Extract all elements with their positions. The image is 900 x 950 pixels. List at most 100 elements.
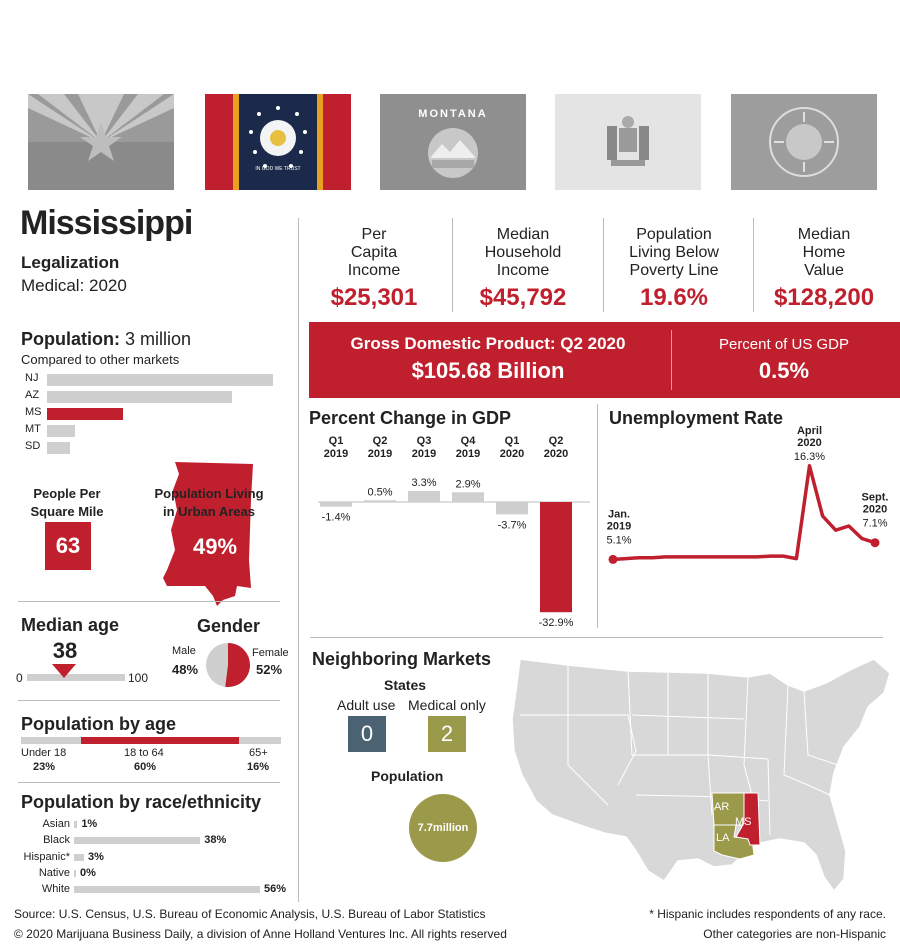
gdp-bar bbox=[364, 500, 396, 502]
unemployment-chart: Unemployment RateJan.20195.1%April202016… bbox=[606, 408, 888, 564]
age-65plus-pct: 16% bbox=[247, 761, 270, 773]
tick-label: Q2 bbox=[373, 435, 388, 447]
density-label: People Per Square Mile bbox=[30, 486, 104, 519]
legalization-value: Medical: 2020 bbox=[21, 276, 127, 295]
market-label: AZ bbox=[25, 389, 40, 401]
density-value-box: 63 bbox=[45, 522, 91, 570]
gender-label: Gender bbox=[197, 616, 261, 636]
divider bbox=[753, 218, 754, 312]
gdp-change-chart: Percent Change in GDPQ12019-1.4%Q220190.… bbox=[309, 408, 590, 629]
tick-label: Q1 bbox=[329, 435, 344, 447]
data-label: -32.9% bbox=[539, 617, 574, 629]
gdp-bar bbox=[452, 492, 484, 502]
stat-label: Median Home Value bbox=[797, 226, 851, 279]
gdp-pct-label: Percent of US GDP bbox=[718, 336, 850, 353]
divider bbox=[18, 601, 280, 602]
gdp-bar bbox=[408, 490, 440, 502]
market-bar bbox=[47, 391, 233, 403]
age-groups-bar bbox=[21, 737, 281, 744]
gdp-value: $105.68 Billion bbox=[411, 358, 565, 383]
footer-note1: * Hispanic includes respondents of any r… bbox=[649, 907, 886, 921]
map-label-ar: AR bbox=[714, 801, 729, 813]
gdp-chart-title: Percent Change in GDP bbox=[309, 408, 511, 428]
race-label: Hispanic* bbox=[23, 850, 70, 863]
gender-pie-chart bbox=[206, 643, 250, 687]
market-bar bbox=[47, 425, 75, 437]
race-label: Asian bbox=[42, 818, 70, 830]
state-title: Mississippi bbox=[20, 204, 193, 242]
urban-label: Population Living in Urban Areas bbox=[154, 486, 264, 519]
legalization-label: Legalization bbox=[21, 253, 120, 272]
stat-poverty: Population Living Below Poverty Line 19.… bbox=[600, 224, 748, 312]
race-bar-chart: Asian 1% Black 38% Hispanic* 3% Native 0% White 5… bbox=[0, 818, 300, 900]
data-label: -3.7% bbox=[498, 519, 527, 531]
population-compare-label: Compared to other markets bbox=[21, 352, 180, 367]
population-bar-chart: NJ AZ MS MT SD bbox=[25, 372, 285, 462]
race-pct: 38% bbox=[204, 834, 227, 847]
tick-label: 2020 bbox=[544, 448, 568, 460]
footer-note2: Other categories are non-Hispanic bbox=[703, 927, 886, 941]
race-label: Native bbox=[38, 866, 70, 879]
race-pct: 3% bbox=[87, 850, 104, 863]
data-label: -1.4% bbox=[322, 512, 351, 524]
race-bar bbox=[74, 837, 201, 845]
urban-value: 49% bbox=[192, 534, 238, 559]
adult-use-value: 0 bbox=[360, 721, 374, 746]
neighbors-states-label: States bbox=[384, 677, 427, 693]
montana-flag: MONTANA bbox=[380, 94, 526, 190]
new-jersey-flag bbox=[555, 94, 701, 190]
density-value: 63 bbox=[55, 533, 81, 558]
us-map: AR LA MS bbox=[511, 658, 891, 893]
tick-label: Q1 bbox=[505, 435, 520, 447]
annotation-label: 2019 bbox=[607, 520, 631, 532]
annotation-value: 5.1% bbox=[606, 534, 631, 546]
unemployment-line bbox=[612, 464, 876, 562]
age-18to64-label: 18 to 64 bbox=[124, 747, 164, 759]
age-18to64-pct: 60% bbox=[134, 761, 157, 773]
footer-copyright: © 2020 Marijuana Business Daily, a divis… bbox=[14, 927, 507, 941]
market-label: MT bbox=[25, 423, 41, 435]
market-bar bbox=[47, 442, 70, 454]
gender-female-pct: 52% bbox=[256, 662, 283, 677]
gdp-pct-value: 0.5% bbox=[758, 358, 810, 383]
gender-male-pct: 48% bbox=[172, 662, 199, 677]
divider bbox=[603, 218, 604, 312]
gdp-bar bbox=[320, 502, 352, 507]
median-age-min: 0 bbox=[16, 671, 23, 685]
annotation-label: 2020 bbox=[863, 504, 887, 516]
stat-label: Population Living Below Poverty Line bbox=[629, 226, 719, 279]
tick-label: 2019 bbox=[324, 448, 348, 460]
adult-use-box: 0 bbox=[348, 716, 386, 752]
divider bbox=[671, 330, 672, 390]
medical-only-box: 2 bbox=[428, 716, 466, 752]
mississippi-flag: IN GOD WE TRUST bbox=[205, 94, 351, 190]
stat-per-capita: Per Capita Income $25,301 bbox=[300, 224, 448, 312]
arizona-flag bbox=[28, 94, 174, 190]
race-label: White bbox=[41, 883, 70, 896]
race-bar bbox=[74, 869, 76, 877]
neighbors-label: Neighboring Markets bbox=[312, 649, 492, 669]
south-dakota-flag bbox=[731, 94, 877, 190]
population-value: 3 million bbox=[125, 329, 192, 349]
adult-use-label: Adult use bbox=[337, 697, 396, 713]
stat-label: Median Household Income bbox=[484, 226, 562, 279]
stat-value: $25,301 bbox=[330, 284, 418, 311]
tick-label: 2019 bbox=[368, 448, 392, 460]
median-age-marker bbox=[52, 664, 77, 678]
median-age-max: 100 bbox=[128, 671, 149, 685]
gender-female-slice bbox=[225, 643, 250, 687]
neighbors-pop-label: Population bbox=[371, 768, 444, 784]
median-age-value: 38 bbox=[52, 638, 78, 663]
age-segment bbox=[81, 737, 239, 744]
medical-only-label: Medical only bbox=[408, 697, 486, 713]
neighbors-pop-value: 7.7million bbox=[417, 822, 469, 834]
data-label: 0.5% bbox=[367, 486, 392, 498]
age-under18-label: Under 18 bbox=[21, 747, 67, 759]
gdp-label: Gross Domestic Product: Q2 2020 bbox=[350, 334, 626, 353]
map-label-la: LA bbox=[716, 832, 730, 844]
gender-female-label: Female bbox=[252, 647, 289, 659]
tick-label: Q2 bbox=[549, 435, 564, 447]
annotation-label: 2020 bbox=[797, 437, 821, 449]
age-groups-label: Population by age bbox=[21, 714, 177, 734]
gdp-bar bbox=[496, 502, 528, 515]
